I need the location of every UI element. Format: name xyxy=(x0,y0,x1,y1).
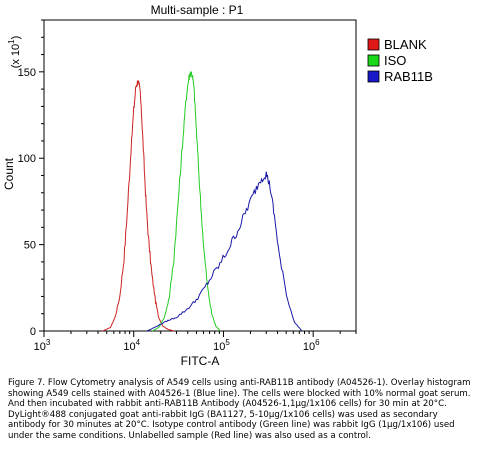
plot-frame xyxy=(43,19,357,332)
chart-title: Multi-sample : P1 xyxy=(151,3,244,17)
x-tick-label: 105 xyxy=(213,338,230,353)
y-tick-label: 50 xyxy=(24,240,36,252)
series-line-iso xyxy=(151,71,221,332)
y-scale-label: (x 101) xyxy=(7,36,22,69)
legend-label-blank: BLANK xyxy=(384,37,427,52)
y-axis-label: Count xyxy=(2,157,16,190)
legend-label-rab11b: RAB11B xyxy=(384,69,433,84)
x-tick-label: 103 xyxy=(34,338,51,353)
x-axis-ticks: 103 104 105 106 xyxy=(34,331,357,353)
x-tick-label: 106 xyxy=(303,338,320,353)
histogram-series xyxy=(102,71,303,332)
x-tick-label: 104 xyxy=(123,338,140,353)
legend-label-iso: ISO xyxy=(384,53,406,68)
flow-cytometry-histogram: Multi-sample : P1 (x 101) Count FITC-A 0… xyxy=(2,3,433,368)
legend-swatch-blank xyxy=(367,38,380,51)
legend-swatch-rab11b xyxy=(367,70,380,83)
series-line-blank xyxy=(102,80,175,332)
legend: BLANK ISO RAB11B xyxy=(367,37,433,84)
y-tick-label: 150 xyxy=(18,67,36,79)
figure-caption: Figure 7. Flow Cytometry analysis of A54… xyxy=(8,378,471,441)
y-tick-label: 0 xyxy=(30,326,36,338)
y-tick-label: 100 xyxy=(18,153,36,165)
legend-swatch-iso xyxy=(367,54,380,67)
y-axis-ticks: 0 50 100 150 xyxy=(18,19,44,338)
series-line-rab11b xyxy=(146,171,303,332)
x-axis-label: FITC-A xyxy=(181,354,220,368)
